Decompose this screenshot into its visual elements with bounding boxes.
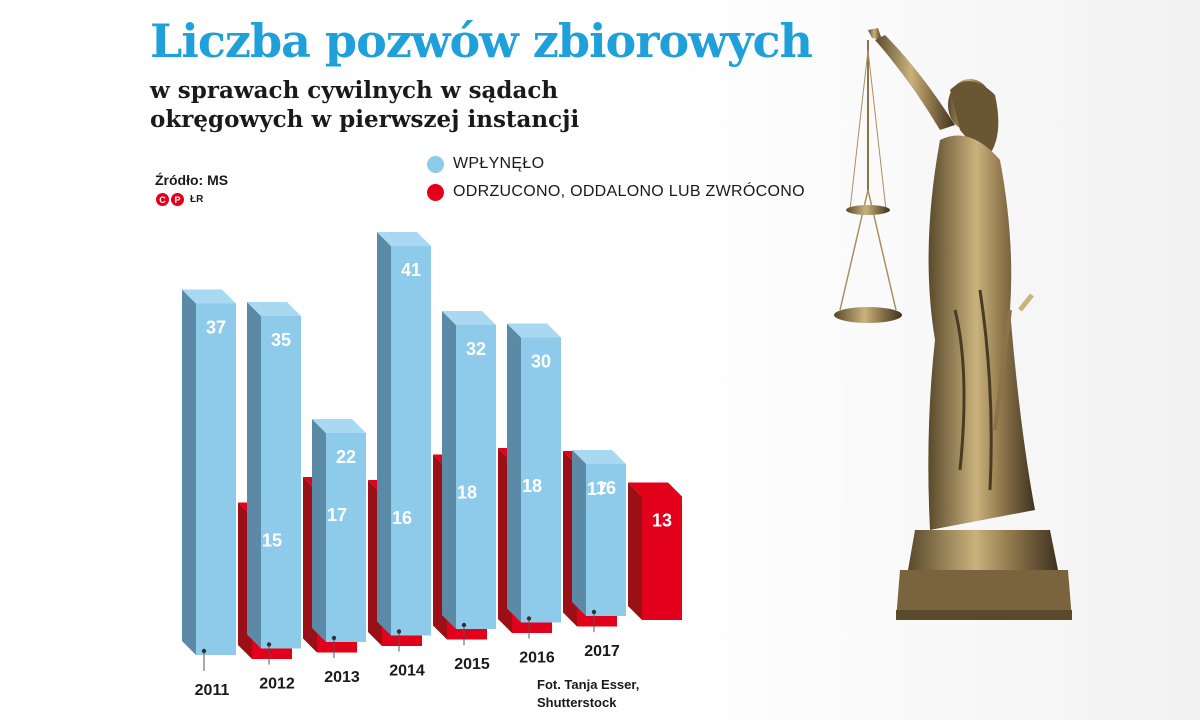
x-tick-label-2017: 2017 [584,643,620,660]
x-tick-label-2014: 2014 [389,663,425,680]
legend: WPŁYNĘŁO ODRZUCONO, ODDALONO LUB ZWRÓCON… [427,150,805,206]
source-note: Źródło: MS [155,172,229,188]
bar-filed-2014 [377,232,431,636]
bar-filed-2011-front [196,303,236,655]
bar-filed-2013-side [312,419,326,642]
x-tick-label-2013: 2013 [324,669,360,686]
bar-filed-2016-side [507,323,521,623]
bar-filed-2016-top [507,323,561,338]
bar-filed-2015-side [442,311,456,629]
x-tick-label-2011: 2011 [195,682,230,699]
publisher-logo: C P ŁR [156,193,203,206]
bar-filed-2011-top [182,289,236,304]
logo-author-initials: ŁR [190,194,204,205]
tick-marker-2011 [201,648,207,654]
value-label-rejected-2017: 13 [652,511,672,531]
bar-filed-2014-front [391,246,431,636]
value-label-filed-2013: 22 [336,447,356,467]
value-label-rejected-2014: 18 [457,483,477,503]
logo-c-mark: C [156,193,169,206]
x-tick-label-2015: 2015 [454,656,490,673]
justice-statue-image [834,28,1072,620]
value-label-filed-2015: 32 [466,339,486,359]
value-label-rejected-2012: 17 [327,505,347,525]
bar-filed-2013 [312,419,366,642]
legend-swatch-filed [427,155,444,173]
photo-credit-line-2: Shutterstock [537,695,617,710]
legend-label-rejected: ODRZUCONO, ODDALONO LUB ZWRÓCONO [453,183,805,200]
bar-filed-2017 [572,450,626,616]
bar-filed-2014-side [377,232,391,636]
bar-rejected-2017 [628,482,682,620]
bar-filed-2011-side [182,289,196,655]
bar-filed-2013-top [312,419,366,433]
page-title: Liczba pozwów zbiorowych [150,14,813,68]
tick-marker-2015 [461,622,467,628]
tick-marker-2013 [331,635,337,641]
legend-item-rejected: ODRZUCONO, ODDALONO LUB ZWRÓCONO [427,178,805,206]
bar-filed-2012-side [247,302,261,649]
bar-filed-2017-top [572,450,626,464]
legend-item-filed: WPŁYNĘŁO [427,150,805,178]
value-label-filed-2014: 41 [401,260,421,280]
subtitle-line-1: w sprawach cywilnych w sądach [150,77,559,104]
x-tick-label-2016: 2016 [519,650,555,667]
value-label-rejected-2015: 18 [522,476,542,496]
bar-filed-2016-front [521,337,561,623]
bar-rejected-2017-side [628,482,642,620]
bar-filed-2015-front [456,325,496,629]
value-label-filed-2012: 35 [271,330,291,350]
bar-filed-2017-front [586,464,626,616]
value-label-filed-2017: 16 [596,478,616,498]
value-label-rejected-2011: 15 [262,531,282,551]
bar-filed-2012 [247,302,301,649]
value-label-filed-2011: 37 [206,318,226,338]
value-label-rejected-2013: 16 [392,508,412,528]
bar-filed-2012-top [247,302,301,316]
bar-filed-2016 [507,323,561,623]
legend-label-filed: WPŁYNĘŁO [453,155,545,172]
bar-filed-2011 [182,289,236,655]
bar-filed-2014-top [377,232,431,246]
tick-marker-2012 [266,642,272,647]
bar-filed-2015 [442,311,496,629]
photo-credit-line-1: Fot. Tanja Esser, [537,677,640,692]
legend-swatch-rejected [427,183,444,201]
value-label-rejected-2016: 17 [587,479,607,499]
value-label-filed-2016: 30 [531,352,551,372]
bar-filed-2015-top [442,311,496,325]
logo-p-mark: P [171,193,184,206]
bar-rejected-2017-front [642,496,682,620]
tick-marker-2016 [526,616,532,621]
tick-marker-2014 [396,629,402,634]
tick-marker-2017 [591,609,597,615]
bar-filed-2013-front [326,433,366,642]
subtitle-line-2: okręgowych w pierwszej instancji [150,106,580,133]
bar-rejected-2017-top [628,482,682,497]
photo-credit: Fot. Tanja Esser, Shutterstock [537,676,639,712]
bar-filed-2017-side [572,450,586,616]
bar-filed-2012-front [261,316,301,649]
x-tick-label-2012: 2012 [259,676,295,693]
